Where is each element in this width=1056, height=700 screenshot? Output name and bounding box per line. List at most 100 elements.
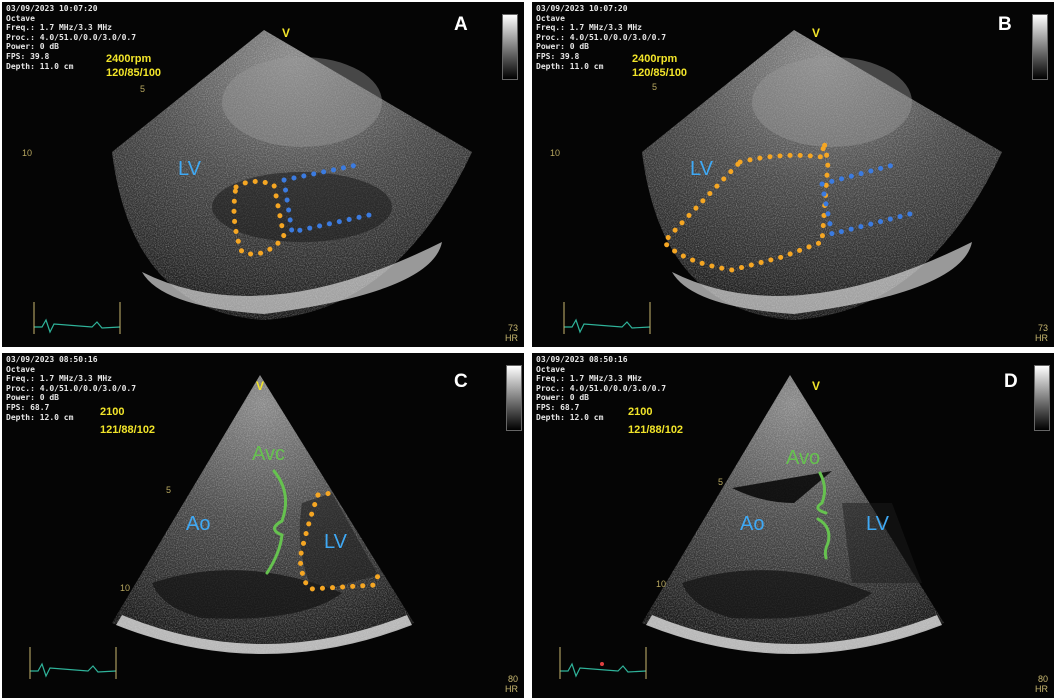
pump-speed: 2100 <box>628 406 653 418</box>
valve-bracket <box>265 469 288 575</box>
processing: Proc.: 4.0/51.0/0.0/3.0/0.7 <box>536 383 667 393</box>
v-marker: V <box>812 26 821 40</box>
echo-panel-b: 03/09/2023 10:07:20 Octave Freq.: 1.7 MH… <box>532 2 1054 347</box>
echo-panel-d: 03/09/2023 08:50:16 Octave Freq.: 1.7 MH… <box>532 353 1054 698</box>
blood-pressure: 120/85/100 <box>632 67 688 79</box>
ultrasound-image-a <box>33 30 472 334</box>
blood-pressure: 120/85/100 <box>106 67 162 79</box>
acquisition-info: 03/09/2023 08:50:16 Octave Freq.: 1.7 MH… <box>536 355 666 422</box>
heart-rate-unit: HR <box>1035 333 1048 343</box>
ecg-trace <box>34 318 121 334</box>
heart-rate-value: 73 <box>1037 323 1048 333</box>
fps: FPS: 68.7 <box>6 402 50 412</box>
preset: Octave <box>6 13 35 23</box>
acquisition-info: 03/09/2023 08:50:16 Octave Freq.: 1.7 MH… <box>6 355 136 422</box>
ecg-trace <box>564 318 651 334</box>
timestamp: 03/09/2023 10:07:20 <box>6 4 98 13</box>
depth-tick-10: 10 <box>550 148 561 158</box>
pump-speed: 2400rpm <box>632 53 678 65</box>
frequency: Freq.: 1.7 MHz/3.3 MHz <box>536 374 642 384</box>
processing: Proc.: 4.0/51.0/0.0/3.0/0.7 <box>536 32 667 42</box>
grayscale-bar <box>1032 14 1048 80</box>
power: Power: 0 dB <box>536 42 589 52</box>
fps: FPS: 68.7 <box>536 402 580 412</box>
depth: Depth: 12.0 cm <box>536 412 604 422</box>
panel-letter: C <box>454 371 468 392</box>
power: Power: 0 dB <box>6 42 59 52</box>
ultrasound-image-d <box>559 375 944 679</box>
v-marker: V <box>282 26 291 40</box>
panel-letter: A <box>454 14 468 35</box>
heart-rate-unit: HR <box>1035 684 1048 694</box>
grayscale-bar <box>1034 365 1050 431</box>
frequency: Freq.: 1.7 MHz/3.3 MHz <box>536 23 642 33</box>
ultrasound-image-c <box>29 375 414 679</box>
timestamp: 03/09/2023 10:07:20 <box>536 4 628 13</box>
ecg-trace <box>560 662 647 678</box>
lv-label: LV <box>178 158 201 180</box>
frequency: Freq.: 1.7 MHz/3.3 MHz <box>6 23 112 33</box>
echo-panel-c: 03/09/2023 08:50:16 Octave Freq.: 1.7 MH… <box>2 353 524 698</box>
ao-label: Ao <box>186 513 211 535</box>
heart-rate-unit: HR <box>505 684 518 694</box>
depth: Depth: 12.0 cm <box>6 412 74 422</box>
outflow-outline-blue <box>281 161 377 236</box>
acquisition-info: 03/09/2023 10:07:20 Octave Freq.: 1.7 MH… <box>536 4 666 71</box>
timestamp: 03/09/2023 08:50:16 <box>6 355 98 364</box>
depth-tick-10: 10 <box>22 148 33 158</box>
heart-rate: 73 HR <box>1035 323 1048 343</box>
lv-label: LV <box>324 531 347 553</box>
valve-leaflet-upper <box>816 471 828 515</box>
heart-rate-value: 73 <box>507 323 518 333</box>
v-marker: V <box>256 379 265 393</box>
heart-rate-unit: HR <box>505 333 518 343</box>
depth: Depth: 11.0 cm <box>536 61 604 71</box>
valve-label: Avo <box>786 447 821 469</box>
depth-tick-5: 5 <box>718 477 724 487</box>
valve-leaflet-lower <box>816 517 831 560</box>
depth-tick-5: 5 <box>652 82 658 92</box>
pump-speed: 2100 <box>100 406 125 418</box>
lv-outline-orange <box>231 179 287 257</box>
lv-outline-orange <box>660 141 831 273</box>
depth-tick-5: 5 <box>166 485 172 495</box>
depth-tick-10: 10 <box>120 583 131 593</box>
preset: Octave <box>6 364 35 374</box>
lv-label: LV <box>866 513 889 535</box>
timestamp: 03/09/2023 08:50:16 <box>536 355 628 364</box>
heart-rate-value: 80 <box>1037 674 1048 684</box>
ecg-trace <box>30 662 117 678</box>
echo-panel-a: 03/09/2023 10:07:20 Octave Freq.: 1.7 MH… <box>2 2 524 347</box>
heart-rate: 80 HR <box>1035 674 1048 694</box>
depth-tick-5: 5 <box>140 84 146 94</box>
acquisition-info: 03/09/2023 10:07:20 Octave Freq.: 1.7 MH… <box>6 4 136 71</box>
lv-label: LV <box>690 158 713 180</box>
valve-label: Avc <box>252 443 285 465</box>
power: Power: 0 dB <box>6 393 59 403</box>
depth-tick-10: 10 <box>656 579 667 589</box>
outflow-outline-blue <box>819 161 913 238</box>
pump-speed: 2400rpm <box>106 53 152 65</box>
panel-letter: B <box>998 14 1012 35</box>
power: Power: 0 dB <box>536 393 589 403</box>
heart-rate: 73 HR <box>505 323 518 343</box>
grayscale-bar <box>506 365 522 431</box>
fps: FPS: 39.8 <box>536 51 580 61</box>
heart-rate-value: 80 <box>507 674 518 684</box>
frequency: Freq.: 1.7 MHz/3.3 MHz <box>6 374 112 384</box>
heart-rate: 80 HR <box>505 674 518 694</box>
panel-letter: D <box>1004 371 1018 392</box>
blood-pressure: 121/88/102 <box>628 424 684 436</box>
preset: Octave <box>536 364 565 374</box>
v-marker: V <box>812 379 821 393</box>
preset: Octave <box>536 13 565 23</box>
fps: FPS: 39.8 <box>6 51 50 61</box>
grayscale-bar <box>502 14 518 80</box>
ultrasound-image-b <box>563 30 1002 334</box>
processing: Proc.: 4.0/51.0/0.0/3.0/0.7 <box>6 383 137 393</box>
ao-label: Ao <box>740 513 765 535</box>
blood-pressure: 121/88/102 <box>100 424 156 436</box>
depth: Depth: 11.0 cm <box>6 61 74 71</box>
lv-outline-orange <box>297 492 383 592</box>
processing: Proc.: 4.0/51.0/0.0/3.0/0.7 <box>6 32 137 42</box>
